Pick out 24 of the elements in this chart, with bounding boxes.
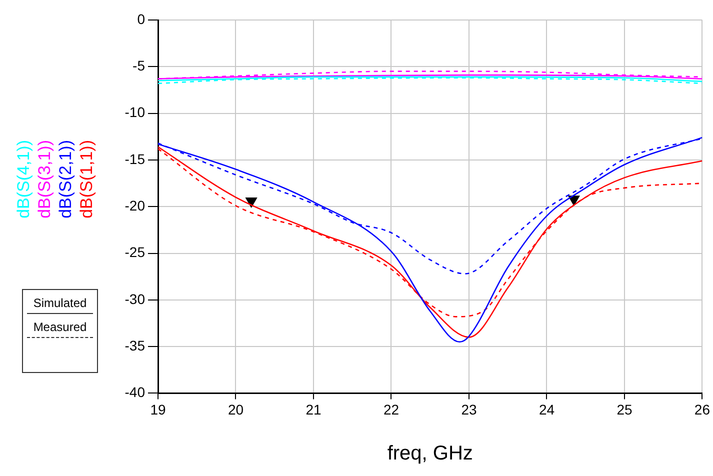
y-tick-label: -25 <box>124 244 146 260</box>
x-axis-title: freq, GHz <box>387 442 473 465</box>
y-tick-label: -20 <box>124 197 146 214</box>
x-tick-label: 25 <box>616 401 632 418</box>
y-tick-label: -35 <box>124 337 146 354</box>
x-tick-label: 20 <box>228 401 244 418</box>
text: dB(S(4,1)) <box>14 140 33 218</box>
y-tick-label: -10 <box>124 104 146 120</box>
x-tick-label: 21 <box>306 401 322 418</box>
text: Simulated <box>32 296 88 310</box>
y-tick-label: -5 <box>132 58 146 74</box>
text: Measured <box>32 320 88 334</box>
x-tick-label: 26 <box>694 401 710 418</box>
x-tick-label: 24 <box>538 401 555 418</box>
text: dB(S(2,1)) <box>56 140 75 218</box>
text: dB(S(1,1)) <box>77 140 96 218</box>
text: dB(S(3,1)) <box>35 140 54 218</box>
x-tick-label: 23 <box>461 401 477 418</box>
x-tick-label: 19 <box>150 401 166 418</box>
y-tick-label: -40 <box>124 384 146 400</box>
x-tick-label: 22 <box>383 401 400 418</box>
y-tick-label: 0 <box>137 10 146 27</box>
y-tick-label: -30 <box>124 290 146 307</box>
y-tick-label: -15 <box>124 150 146 167</box>
